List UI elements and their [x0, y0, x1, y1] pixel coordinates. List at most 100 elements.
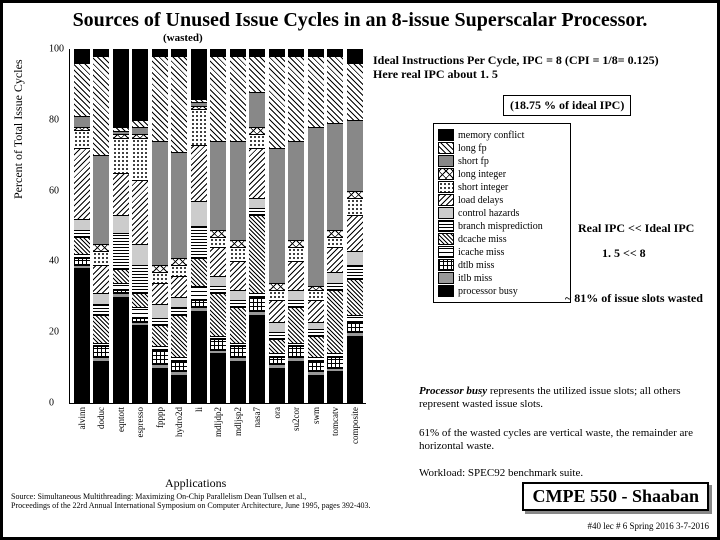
course-box: CMPE 550 - Shaaban — [522, 482, 709, 511]
legend-item: long integer — [438, 168, 566, 180]
bar-segment — [308, 290, 324, 301]
bar-segment — [230, 361, 246, 403]
bar-segment — [327, 237, 343, 248]
bar-segment — [327, 357, 343, 368]
bar-segment — [308, 361, 324, 372]
bar-segment — [74, 237, 90, 255]
bar-segment — [288, 247, 304, 261]
bar-segment — [327, 49, 343, 56]
bar-segment — [288, 56, 304, 141]
bar-segment — [171, 307, 187, 314]
bar-segment — [347, 198, 363, 216]
bar-segment — [152, 272, 168, 283]
bar — [230, 49, 246, 403]
legend-swatch — [438, 285, 454, 297]
bar-segment — [74, 63, 90, 116]
bar-segment — [308, 300, 324, 321]
bar-segment — [269, 339, 285, 353]
bar-segment — [210, 286, 226, 293]
bar-segment — [210, 247, 226, 275]
legend-item: itlb miss — [438, 272, 566, 284]
y-tick: 80 — [49, 114, 59, 125]
bar-segment — [132, 180, 148, 244]
legend-item: processor busy — [438, 285, 566, 297]
pct-of-ideal-box: (18.75 % of ideal IPC) — [503, 95, 631, 116]
bar-segment — [249, 127, 265, 134]
bar-segment — [347, 322, 363, 333]
bar — [327, 49, 343, 403]
bar — [152, 49, 168, 403]
x-tick-label: eqntott — [116, 407, 126, 432]
ideal-line1: Ideal Instructions Per Cycle, IPC = 8 (C… — [373, 53, 659, 67]
legend-swatch — [438, 129, 454, 141]
bar-segment — [74, 130, 90, 148]
bar-segment — [93, 155, 109, 244]
bar-segment — [347, 191, 363, 198]
bar-segment — [288, 346, 304, 357]
y-tick: 40 — [49, 256, 59, 267]
legend-swatch — [438, 272, 454, 284]
legend-item: branch misprediction — [438, 220, 566, 232]
bar-segment — [191, 300, 207, 307]
bar-segment — [327, 230, 343, 237]
bar-segment — [74, 116, 90, 127]
bar-segment — [308, 49, 324, 56]
bar — [74, 49, 90, 403]
legend-item: icache miss — [438, 246, 566, 258]
bar — [288, 49, 304, 403]
x-tick-label: li — [194, 407, 204, 412]
bar-segment — [249, 148, 265, 198]
bar-segment — [113, 173, 129, 215]
bar-segment — [132, 325, 148, 403]
bar-segment — [288, 141, 304, 240]
bar-segment — [113, 283, 129, 290]
bar-segment — [210, 353, 226, 403]
bar-segment — [191, 286, 207, 300]
bar-segment — [210, 56, 226, 141]
bar-segment — [210, 141, 226, 230]
bar-segment — [288, 307, 304, 342]
legend-label: dcache miss — [458, 234, 507, 245]
bar-segment — [288, 361, 304, 403]
bar-segment — [191, 109, 207, 144]
x-tick-label: doduc — [96, 407, 106, 429]
bar-segment — [288, 300, 304, 307]
bar-segment — [113, 233, 129, 268]
bar-segment — [347, 63, 363, 120]
bar — [347, 49, 363, 403]
bar-segment — [171, 258, 187, 265]
bar-segment — [74, 258, 90, 265]
vertical-waste-note: 61% of the wasted cycles are vertical wa… — [419, 427, 709, 452]
bar-segment — [152, 350, 168, 364]
legend: memory conflictlong fpshort fplong integ… — [433, 123, 571, 303]
bar-segment — [191, 258, 207, 286]
bar-segment — [308, 375, 324, 403]
bar-segment — [347, 265, 363, 279]
bar-segment — [347, 49, 363, 63]
bar-segment — [288, 261, 304, 289]
bar-segment — [327, 247, 343, 272]
bar-segment — [113, 269, 129, 283]
plot-area — [69, 49, 366, 404]
bar-segment — [327, 283, 343, 290]
bar-segment — [249, 208, 265, 215]
bar-segment — [269, 290, 285, 301]
legend-label: short fp — [458, 156, 489, 167]
legend-item: short integer — [438, 181, 566, 193]
legend-swatch — [438, 246, 454, 258]
chart: Percent of Total Issue Cycles 0204060801… — [25, 49, 365, 469]
bar — [171, 49, 187, 403]
y-axis-label: Percent of Total Issue Cycles — [11, 59, 26, 199]
bar-segment — [74, 148, 90, 219]
bar — [93, 49, 109, 403]
slide: Sources of Unused Issue Cycles in an 8-i… — [0, 0, 720, 540]
bar-segment — [288, 49, 304, 56]
bar-segment — [171, 276, 187, 297]
legend-swatch — [438, 194, 454, 206]
y-tick: 100 — [49, 44, 64, 55]
bar-segment — [152, 304, 168, 318]
bar-segment — [269, 283, 285, 290]
bar-segment — [327, 56, 343, 123]
legend-label: processor busy — [458, 286, 518, 297]
bar-segment — [327, 290, 343, 354]
